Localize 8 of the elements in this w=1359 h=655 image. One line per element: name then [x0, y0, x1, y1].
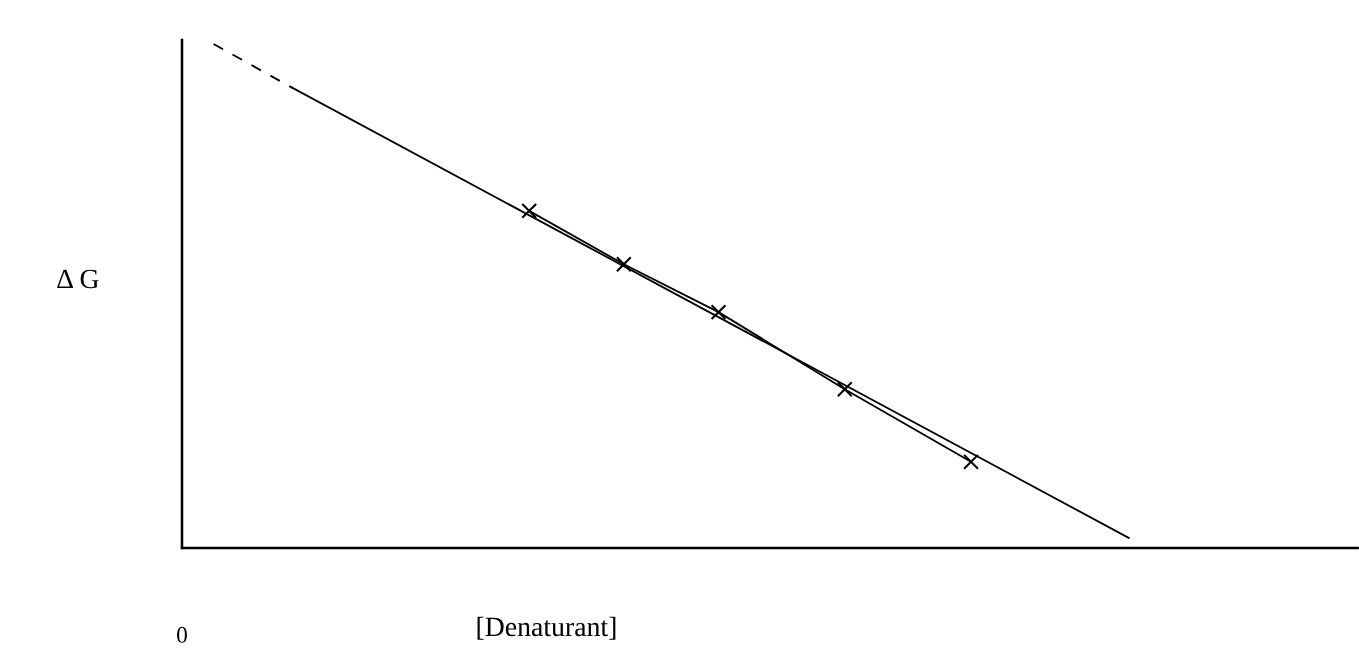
x-axis-title: [Denaturant] [477, 616, 616, 640]
point [710, 304, 727, 321]
point [963, 453, 980, 470]
point [615, 256, 632, 273]
y-axis-title: Δ G [57, 269, 99, 289]
text: 0 [177, 626, 187, 643]
point [521, 202, 538, 219]
point [836, 381, 853, 398]
